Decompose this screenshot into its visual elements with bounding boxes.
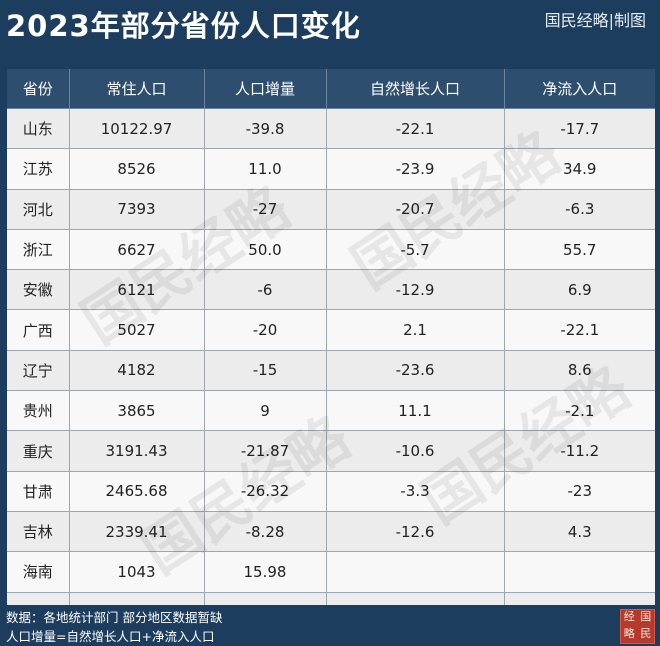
cell-natural-growth: -10.6: [326, 430, 505, 472]
cell-province: 江苏: [7, 148, 70, 190]
cell-net-inflow: 55.7: [504, 229, 655, 271]
table-row: 吉林 2339.41 -8.28 -12.6 4.3: [7, 511, 655, 553]
cell-province: 重庆: [7, 430, 70, 472]
cell-resident-population: 7393: [69, 189, 205, 230]
cell-province: 广西: [7, 309, 70, 351]
cell-province: 河北: [7, 189, 70, 230]
cell-resident-population: 1043: [69, 551, 205, 593]
cell-natural-growth: -3.3: [326, 471, 505, 512]
table-row: 海南 1043 15.98: [7, 551, 655, 593]
footer-source: 数据：各地统计部门 部分地区数据暂缺: [6, 610, 223, 625]
cell-province: 浙江: [7, 229, 70, 271]
cell-population-change: -6: [204, 269, 327, 311]
cell-net-inflow: -22.1: [504, 309, 655, 351]
table-row: 河北 7393 -27 -20.7 -6.3: [7, 189, 655, 230]
cell-natural-growth: 2.1: [326, 309, 505, 351]
cell-province: 安徽: [7, 269, 70, 311]
cell-resident-population: 6121: [69, 269, 205, 311]
table-header-row: 省份 常住人口 人口增量 自然增长人口 净流入人口: [7, 69, 655, 109]
cell-resident-population: 10122.97: [69, 108, 205, 150]
cell-net-inflow: 6.9: [504, 269, 655, 311]
cell-natural-growth: -23.9: [326, 148, 505, 190]
seal-char: 国: [640, 610, 652, 623]
cell-population-change: 15.98: [204, 551, 327, 593]
population-table-container: 省份 常住人口 人口增量 自然增长人口 净流入人口 山东 10122.97 -39.…: [7, 69, 655, 605]
footer-notes: 数据：各地统计部门 部分地区数据暂缺 人口增量=自然增长人口+净流入人口: [6, 608, 222, 646]
cell-resident-population: 2465.68: [69, 471, 205, 512]
cell-province: 青海: [7, 592, 70, 605]
cell-natural-growth: -12.9: [326, 269, 505, 311]
cell-province: 山东: [7, 108, 70, 150]
header-population-change: 人口增量: [204, 69, 327, 109]
header-province: 省份: [7, 69, 70, 109]
cell-resident-population: 594: [69, 592, 205, 605]
cell-resident-population: 4182: [69, 350, 205, 392]
cell-province: 吉林: [7, 511, 70, 553]
seal-char: 经: [623, 610, 635, 623]
cell-resident-population: 3191.43: [69, 430, 205, 472]
cell-natural-growth: 1.0: [326, 592, 505, 605]
cell-population-change: 50.0: [204, 229, 327, 271]
cell-natural-growth: -20.7: [326, 189, 505, 230]
cell-net-inflow: -2.1: [504, 390, 655, 432]
brand-seal: 经 国 略 民: [620, 609, 655, 644]
cell-population-change: -27: [204, 189, 327, 230]
cell-resident-population: 2339.41: [69, 511, 205, 553]
table-row: 山东 10122.97 -39.8 -22.1 -17.7: [7, 108, 655, 150]
cell-natural-growth: 11.1: [326, 390, 505, 432]
footer-formula: 人口增量=自然增长人口+净流入人口: [6, 629, 215, 644]
cell-population-change: -39.8: [204, 108, 327, 150]
table-row: 广西 5027 -20 2.1 -22.1: [7, 309, 655, 351]
cell-net-inflow: [504, 551, 655, 593]
cell-population-change: -21.87: [204, 430, 327, 472]
page-title: 2023年部分省份人口变化: [6, 9, 361, 43]
header-resident-population: 常住人口: [69, 69, 205, 109]
cell-net-inflow: 34.9: [504, 148, 655, 190]
cell-resident-population: 8526: [69, 148, 205, 190]
cell-province: 贵州: [7, 390, 70, 432]
header-net-inflow: 净流入人口: [504, 69, 655, 109]
cell-resident-population: 5027: [69, 309, 205, 351]
table-row: 辽宁 4182 -15 -23.6 8.6: [7, 350, 655, 392]
seal-char: 民: [640, 626, 652, 640]
header-natural-growth: 自然增长人口: [326, 69, 505, 109]
brand-credit: 国民经略|制图: [544, 11, 646, 30]
cell-population-change: -8.28: [204, 511, 327, 553]
table-row: 青海594-11.0-2: [7, 592, 655, 605]
cell-resident-population: 6627: [69, 229, 205, 271]
population-table: 省份 常住人口 人口增量 自然增长人口 净流入人口 山东 10122.97 -39.…: [7, 69, 655, 605]
cell-natural-growth: -12.6: [326, 511, 505, 553]
table-row: 甘肃 2465.68 -26.32 -3.3 -23: [7, 471, 655, 512]
table-row: 安徽 6121 -6 -12.9 6.9: [7, 269, 655, 311]
cell-net-inflow: -2: [504, 592, 655, 605]
cell-population-change: 9: [204, 390, 327, 432]
cell-population-change: -15: [204, 350, 327, 392]
cell-province: 辽宁: [7, 350, 70, 392]
cell-province: 海南: [7, 551, 70, 593]
cell-natural-growth: -5.7: [326, 229, 505, 271]
cell-resident-population: 3865: [69, 390, 205, 432]
cell-population-change: -1: [204, 592, 327, 605]
table-row: 浙江 6627 50.0 -5.7 55.7: [7, 229, 655, 271]
table-row: 贵州 3865 9 11.1 -2.1: [7, 390, 655, 432]
cell-net-inflow: 4.3: [504, 511, 655, 553]
cell-net-inflow: -11.2: [504, 430, 655, 472]
cell-net-inflow: -6.3: [504, 189, 655, 230]
table-row: 重庆 3191.43 -21.87 -10.6 -11.2: [7, 430, 655, 472]
cell-province: 甘肃: [7, 471, 70, 512]
cell-natural-growth: [326, 551, 505, 593]
cell-natural-growth: -22.1: [326, 108, 505, 150]
cell-net-inflow: 8.6: [504, 350, 655, 392]
cell-natural-growth: -23.6: [326, 350, 505, 392]
cell-population-change: -26.32: [204, 471, 327, 512]
cell-population-change: -20: [204, 309, 327, 351]
cell-population-change: 11.0: [204, 148, 327, 190]
cell-net-inflow: -23: [504, 471, 655, 512]
cell-net-inflow: -17.7: [504, 108, 655, 150]
table-row: 江苏 8526 11.0 -23.9 34.9: [7, 148, 655, 190]
seal-char: 略: [623, 626, 635, 640]
